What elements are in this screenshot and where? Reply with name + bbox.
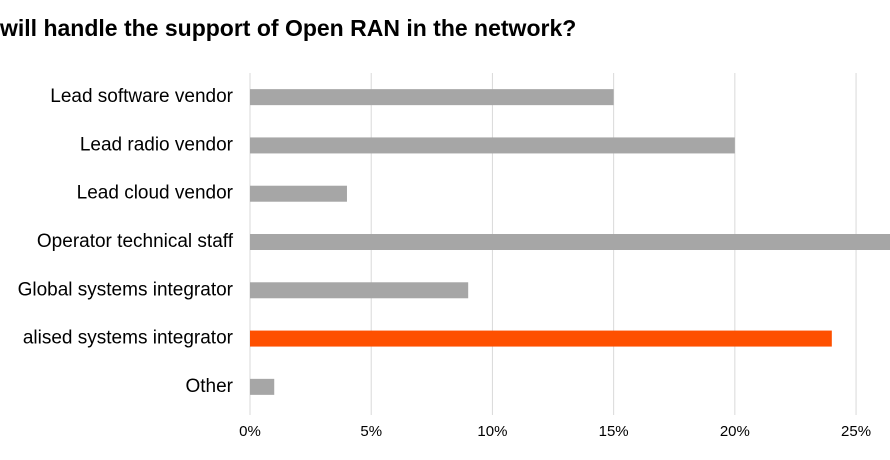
y-tick-label: Lead software vendor: [50, 86, 233, 107]
x-tick-label: 15%: [599, 423, 629, 440]
bar: [250, 234, 890, 250]
x-tick-label: 10%: [477, 423, 507, 440]
bar: [250, 185, 347, 202]
y-tick-label: Lead radio vendor: [80, 134, 234, 155]
bar: [250, 330, 832, 347]
bar: [250, 137, 735, 154]
x-tick-label: 25%: [841, 423, 871, 440]
y-tick-label: alised systems integrator: [23, 328, 234, 349]
y-tick-label: Operator technical staff: [37, 231, 234, 252]
bar: [250, 282, 469, 299]
y-tick-label: Lead cloud vendor: [77, 183, 234, 204]
x-tick-label: 5%: [360, 423, 382, 440]
x-tick-label: 20%: [720, 423, 750, 440]
y-tick-label: Other: [185, 376, 233, 397]
bar: [250, 89, 614, 106]
bar: [250, 378, 275, 395]
chart-title: will handle the support of Open RAN in t…: [0, 15, 576, 41]
x-tick-label: 0%: [239, 423, 261, 440]
y-tick-label: Global systems integrator: [18, 279, 234, 300]
